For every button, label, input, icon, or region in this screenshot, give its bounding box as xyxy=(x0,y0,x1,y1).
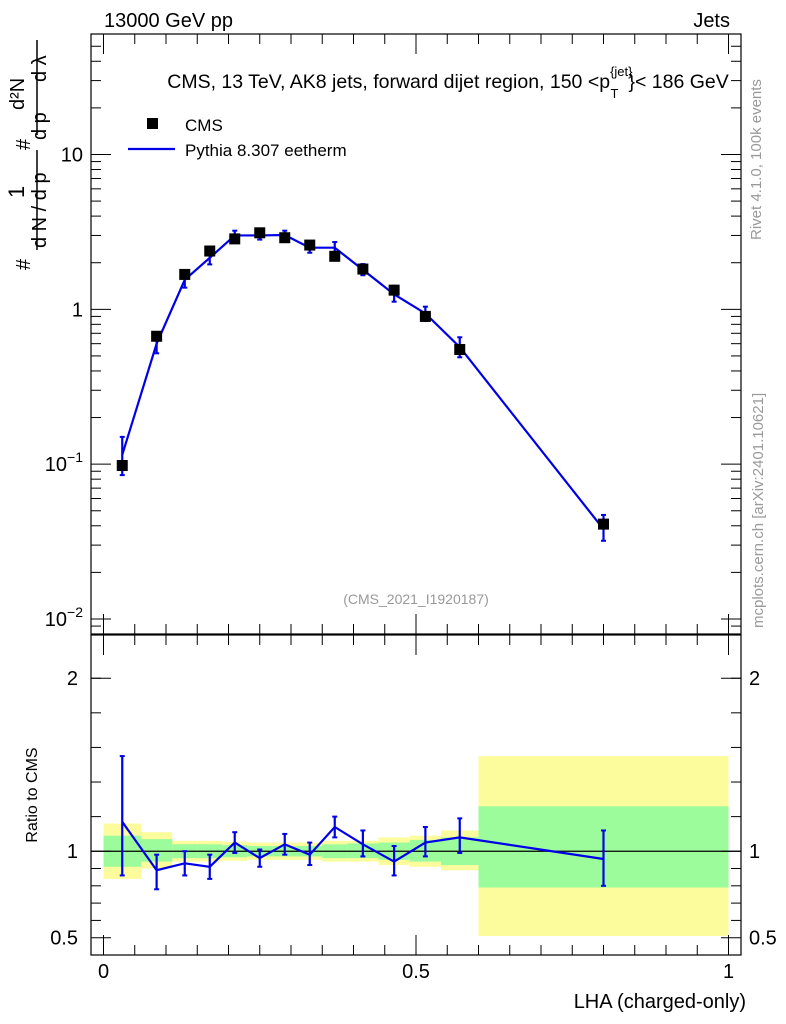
cms-data-point xyxy=(179,268,191,280)
header-right-label: Jets xyxy=(693,10,730,32)
y-label-part-1: # xyxy=(13,258,35,270)
ratio-x-tick-label: 0.5 xyxy=(402,961,430,983)
ratio-y-tick-label: 1 xyxy=(67,841,78,863)
cms-data-point xyxy=(279,232,291,244)
ratio-plot-area xyxy=(91,755,741,936)
ratio-y-tick-label: 2 xyxy=(67,668,78,690)
header-left-label: 13000 GeV pp xyxy=(104,10,233,32)
cms-data-point xyxy=(229,233,241,245)
cms-data-point xyxy=(116,460,128,472)
y-label-one: 1 xyxy=(4,186,29,198)
ratio-y-tick-label-right: 2 xyxy=(749,668,760,690)
ratio-axes: 0 0.5 1 0.5 0.5 1 1 2 2 xyxy=(50,635,777,983)
cms-data-point xyxy=(598,518,609,530)
ratio-y-label: Ratio to CMS xyxy=(24,747,41,842)
pythia-line xyxy=(121,233,605,530)
main-plot-area xyxy=(116,227,609,542)
main-y-label: # d N / d p 1 # d p d²N d λ xyxy=(4,40,51,270)
ratio-y-tick-label: 0.5 xyxy=(50,928,78,950)
y-label-numerator: d²N xyxy=(7,78,29,110)
mcplots-label: mcplots.cern.ch [arXiv:2401.10621] xyxy=(750,393,767,628)
main-y-tick-label: 10−2 xyxy=(45,604,83,631)
main-axes: 10−2 10−1 1 10 xyxy=(45,33,741,635)
y-label-fraction-2: d p xyxy=(29,112,51,140)
cms-data-point xyxy=(151,330,163,342)
main-y-tick-label: 10 xyxy=(61,144,83,166)
ratio-y-tick-label-right: 0.5 xyxy=(749,928,777,950)
main-y-tick-label: 1 xyxy=(72,299,83,321)
legend-label-cms: CMS xyxy=(185,116,223,135)
cms-data-point xyxy=(329,250,341,262)
ratio-x-tick-label: 0 xyxy=(98,961,109,983)
ratio-x-tick-label: 1 xyxy=(723,961,734,983)
cms-data-point xyxy=(419,310,431,322)
cms-data-point xyxy=(388,284,400,296)
ratio-y-tick-label-right: 1 xyxy=(749,841,760,863)
cms-data-point xyxy=(254,227,266,239)
y-label-denominator: d λ xyxy=(29,55,51,82)
analysis-tag: (CMS_2021_I1920187) xyxy=(343,591,489,607)
y-label-part-2: # xyxy=(13,138,35,150)
ratio-band-inner xyxy=(141,839,173,862)
plot-title: CMS, 13 TeV, AK8 jets, forward dijet reg… xyxy=(167,64,728,101)
legend-marker-cms xyxy=(147,118,158,129)
x-axis-label: LHA (charged-only) xyxy=(574,991,746,1013)
cms-data-point xyxy=(454,344,466,356)
cms-data-point xyxy=(304,239,316,251)
cms-data-point xyxy=(204,245,216,257)
main-y-tick-label: 10−1 xyxy=(45,449,83,476)
legend-label-pythia: Pythia 8.307 eetherm xyxy=(185,141,347,160)
y-label-fraction-1: d N / d p xyxy=(29,172,51,248)
cms-data-point xyxy=(357,263,369,275)
legend: CMS Pythia 8.307 eetherm xyxy=(128,116,347,160)
rivet-version-label: Rivet 4.1.0, 100k events xyxy=(748,79,765,240)
ratio-pythia-line xyxy=(121,821,604,872)
